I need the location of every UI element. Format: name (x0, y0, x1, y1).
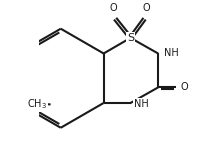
Text: CH$_3$: CH$_3$ (27, 97, 47, 111)
Text: NH: NH (134, 99, 149, 109)
Text: O: O (142, 3, 150, 13)
Text: O: O (181, 82, 188, 92)
Text: S: S (127, 33, 134, 43)
Text: NH: NH (165, 49, 179, 58)
Text: O: O (110, 3, 117, 13)
